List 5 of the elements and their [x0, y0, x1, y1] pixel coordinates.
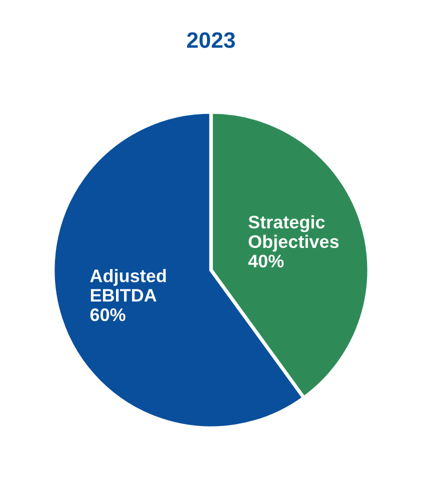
- slice-label: Adjusted EBITDA: [90, 268, 166, 302]
- data-label: 60%: [90, 308, 126, 322]
- chart-title: 2023: [187, 32, 235, 48]
- data-label: 40%: [248, 254, 284, 268]
- slice-label: Strategic Objectives: [248, 215, 339, 252]
